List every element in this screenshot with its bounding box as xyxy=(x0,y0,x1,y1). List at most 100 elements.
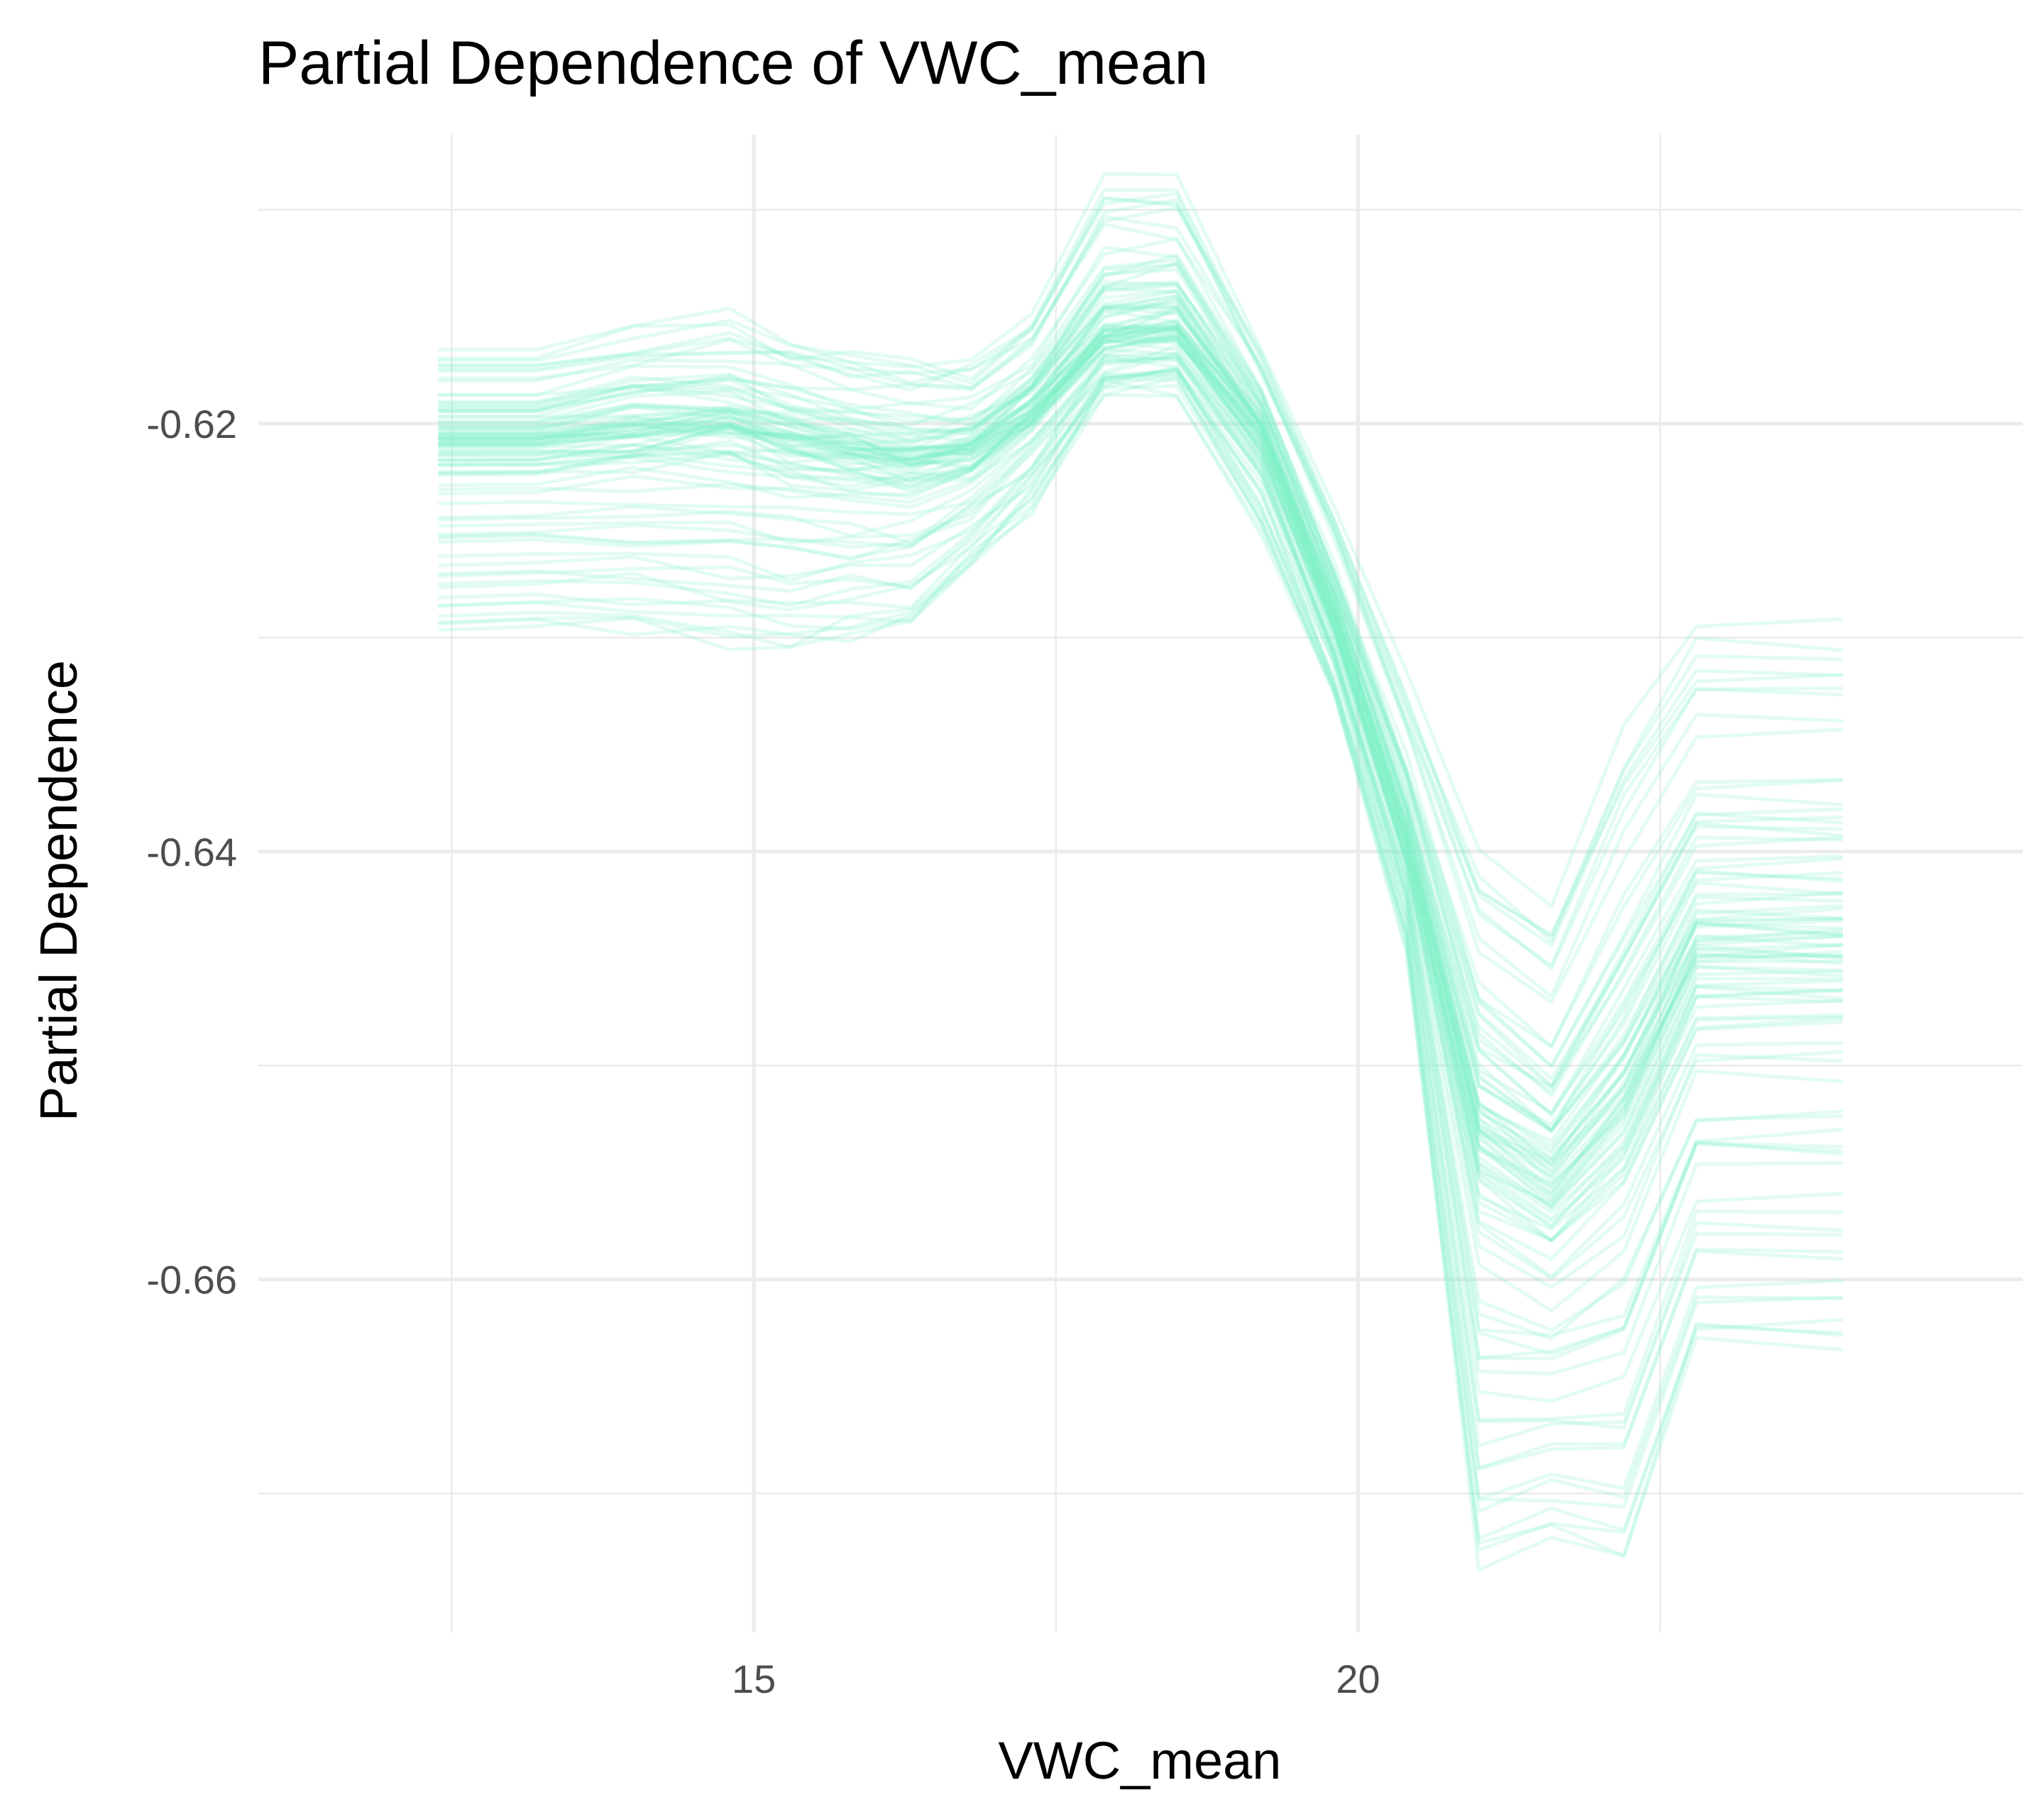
ice-curve xyxy=(437,283,1844,1098)
ice-curve xyxy=(437,298,1844,1133)
ice-curve xyxy=(437,300,1844,1160)
ice-curve xyxy=(437,307,1844,1165)
ice-curve xyxy=(437,365,1844,1471)
ice-curve xyxy=(437,305,1844,1175)
ice-curve xyxy=(437,308,1844,1160)
ice-curve xyxy=(437,368,1844,1513)
ice-curve xyxy=(437,371,1844,1470)
ice-curve xyxy=(437,347,1844,1280)
ice-curve xyxy=(437,384,1844,1540)
ice-curve xyxy=(437,172,1844,908)
ice-curve xyxy=(437,258,1844,1069)
ice-curve xyxy=(437,328,1844,1209)
ice-curve xyxy=(437,328,1844,1242)
ice-curve xyxy=(437,351,1844,1341)
ice-curve xyxy=(437,371,1844,1447)
ice-curve xyxy=(437,318,1844,1179)
ice-curve xyxy=(437,353,1844,1361)
ice-curve xyxy=(437,206,1844,967)
y-tick-label: -0.62 xyxy=(146,402,237,446)
ice-curve xyxy=(437,294,1844,1132)
y-axis-title: Partial Dependence xyxy=(29,660,88,1121)
ice-curve xyxy=(437,309,1844,1155)
ice-curve xyxy=(437,351,1844,1356)
ice-curve xyxy=(437,187,1844,938)
ice-curve xyxy=(437,305,1844,1152)
chart-title: Partial Dependence of VWC_mean xyxy=(258,29,1209,97)
ice-curve xyxy=(437,289,1844,1127)
ice-curve xyxy=(437,197,1844,937)
ice-curve xyxy=(437,393,1844,1552)
ice-curve xyxy=(437,321,1844,1172)
ice-curve xyxy=(437,344,1844,1337)
ice-curve xyxy=(437,305,1844,1168)
ice-curve xyxy=(437,245,1844,1048)
ice-curve xyxy=(437,325,1844,1197)
ice-curve xyxy=(437,198,1844,970)
y-tick-label: -0.64 xyxy=(146,830,237,874)
ice-curve xyxy=(437,268,1844,1089)
ice-curve xyxy=(437,323,1844,1163)
ice-curve xyxy=(437,333,1844,1243)
ice-curve xyxy=(437,326,1844,1195)
ice-curve xyxy=(437,329,1844,1188)
ice-curve xyxy=(437,280,1844,1117)
ice-curve xyxy=(437,263,1844,1094)
ice-curve xyxy=(437,303,1844,1114)
ice-curve xyxy=(437,324,1844,1197)
ice-curve xyxy=(437,319,1844,1185)
ice-curve xyxy=(437,358,1844,1376)
ice-curve xyxy=(437,322,1844,1183)
ice-curve xyxy=(437,308,1844,1190)
ice-curve xyxy=(437,367,1844,1501)
ice-curve xyxy=(437,280,1844,1133)
ice-curve xyxy=(437,336,1844,1229)
ice-curve xyxy=(437,305,1844,1143)
ice-curve xyxy=(437,327,1844,1243)
ice-curve xyxy=(437,354,1844,1289)
ice-curve xyxy=(437,339,1844,1229)
series-lines xyxy=(437,172,1844,1572)
ice-curve xyxy=(437,334,1844,1261)
ice-curve xyxy=(437,376,1844,1430)
ice-curve xyxy=(437,355,1844,1313)
ice-curve xyxy=(437,336,1844,1202)
ice-curve xyxy=(437,375,1844,1572)
x-tick-label: 20 xyxy=(1336,1657,1380,1701)
grid-layer xyxy=(258,135,2023,1632)
ice-curve xyxy=(437,334,1844,1209)
ice-curve xyxy=(437,222,1844,1004)
y-tick-label: -0.66 xyxy=(146,1258,237,1302)
ice-curve xyxy=(437,336,1844,1242)
ice-curve xyxy=(437,296,1844,1132)
ice-curve xyxy=(437,355,1844,1403)
ice-curve xyxy=(437,261,1844,1089)
tick-labels: -0.66 -0.64 -0.62 15 20 xyxy=(146,402,1380,1701)
ice-curve xyxy=(437,290,1844,1134)
ice-curve xyxy=(437,323,1844,1204)
ice-curve xyxy=(437,325,1844,1221)
x-axis-title: VWC_mean xyxy=(999,1731,1282,1790)
ice-curve xyxy=(437,253,1844,1081)
ice-curve xyxy=(437,334,1844,1231)
ice-curve xyxy=(437,192,1844,943)
ice-curve xyxy=(437,329,1844,1214)
ice-curve xyxy=(437,282,1844,1089)
ice-curve xyxy=(437,287,1844,1116)
ice-curve xyxy=(437,339,1844,1206)
ice-curve xyxy=(437,236,1844,1048)
ice-curve xyxy=(437,214,1844,999)
ice-curve xyxy=(437,336,1844,1210)
ice-curve xyxy=(437,378,1844,1558)
ice-curve xyxy=(437,325,1844,1167)
ice-curve xyxy=(437,368,1844,1360)
ice-curve xyxy=(437,294,1844,1148)
ice-curve xyxy=(437,368,1844,1422)
ice-curve xyxy=(437,339,1844,1279)
ice-curve xyxy=(437,324,1844,1224)
x-tick-label: 15 xyxy=(732,1657,776,1701)
ice-curve xyxy=(437,196,1844,948)
ice-curve xyxy=(437,262,1844,1067)
